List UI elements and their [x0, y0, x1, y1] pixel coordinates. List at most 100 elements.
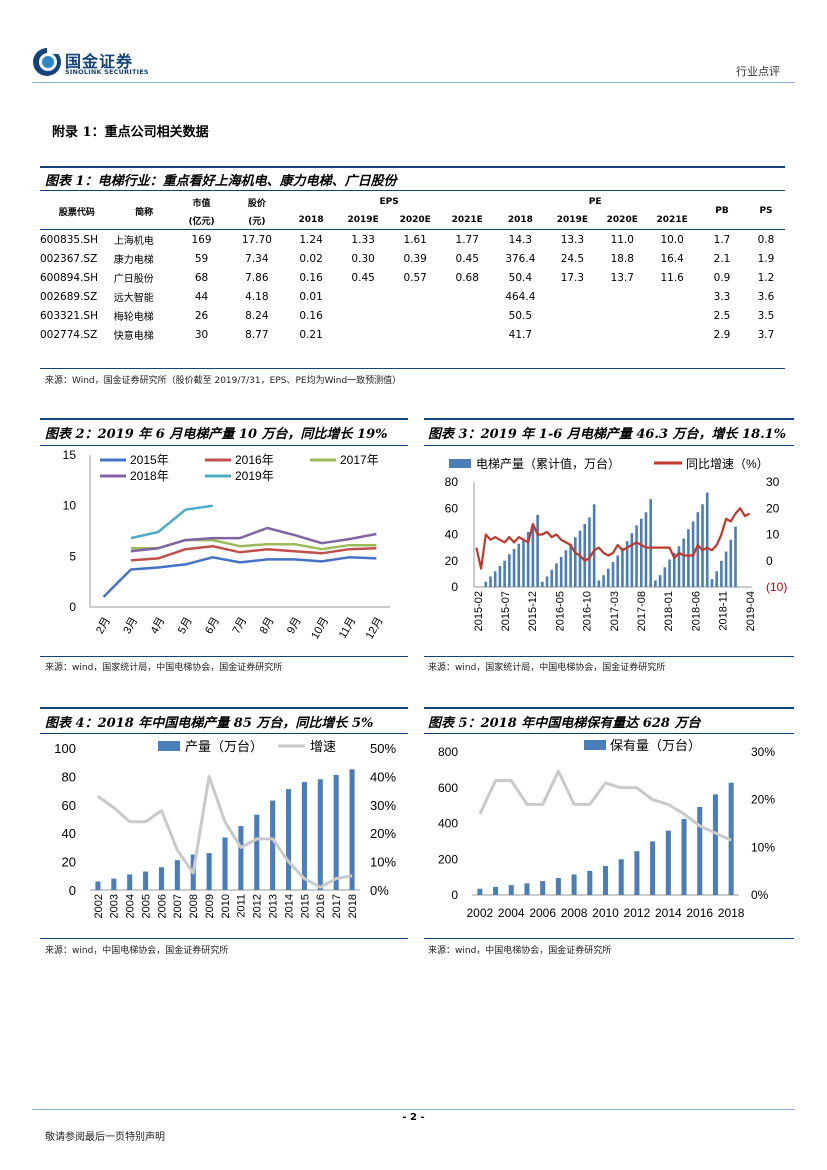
y2-tick-label: 20%: [751, 793, 775, 807]
table1-title: 图表 1：电梯行业：重点看好上海机电、康力电梯、广日股份: [45, 174, 397, 189]
bar: [571, 874, 577, 895]
value-cell: 13.3: [560, 233, 585, 246]
bar: [477, 888, 483, 895]
legend-label: 增速: [310, 739, 336, 754]
value-cell: 11.0: [610, 233, 634, 246]
bar: [588, 517, 591, 587]
fig4-source: 来源：wind，中国电梯协会，国金证券研究所: [45, 946, 229, 956]
stock-code-cell: 002367.SZ: [40, 252, 98, 265]
fig4-title: 图表 4：2018 年中国电梯产量 85 万台，同比增长 5%: [45, 716, 374, 731]
x-tick-label: 2018: [347, 894, 359, 918]
value-cell: 1.9: [757, 252, 775, 265]
x-tick-label: 2004: [498, 906, 525, 920]
bar: [734, 526, 737, 587]
bar: [682, 538, 685, 587]
value-cell: 0.21: [299, 328, 323, 341]
bar: [701, 504, 704, 587]
table1-title-underline: [40, 190, 785, 191]
stock-code-cell: 600894.SH: [40, 271, 98, 284]
legend-swatch: [449, 459, 471, 468]
fig5-title: 图表 5：2018 年中国电梯保有量达 628 万台: [428, 716, 701, 731]
x-tick-label: 2015-07: [500, 591, 512, 631]
header-year: 2019E: [347, 215, 379, 225]
bar: [625, 541, 629, 587]
series-line: [102, 556, 377, 598]
y2-tick-label: 30%: [751, 745, 775, 759]
value-cell: 30: [194, 328, 209, 341]
bar: [654, 580, 657, 587]
stock-code-cell: 600835.SH: [40, 233, 98, 246]
x-tick-label: 2月: [94, 615, 113, 636]
table1-source: 来源：Wind，国金证券研究所（股价截至 2019/7/31，EPS、PE均为W…: [45, 376, 402, 386]
legend-label: 电梯产量（累计值，万台）: [476, 456, 620, 471]
value-cell: 0.02: [299, 252, 323, 265]
x-tick-label: 2008: [561, 906, 588, 920]
company-data-table: 股票代码 简称 市值 股价 EPS PE PB PS (亿元) (元) 2018…: [40, 193, 785, 344]
x-tick-label: 2012: [624, 906, 651, 920]
y-tick-label: 400: [438, 817, 458, 831]
x-tick-label: 5月: [176, 615, 195, 636]
value-cell: 24.5: [560, 252, 585, 265]
bar: [143, 871, 149, 890]
bar: [95, 881, 101, 890]
x-tick-label: 2018-01: [663, 591, 675, 631]
fig3-title-underline: [424, 445, 794, 446]
bar: [677, 546, 681, 587]
stock-code-cell: 002774.SZ: [40, 328, 98, 341]
y-tick-label: 0: [69, 600, 76, 614]
table-row: 600835.SH 上海机电 169 17.70 1.24 1.33 1.61 1.77 14.…: [40, 230, 785, 250]
x-tick-label: 2015-12: [527, 591, 539, 631]
value-cell: 26: [194, 309, 209, 322]
bar: [484, 581, 488, 587]
fig5-title-rule: [424, 707, 794, 709]
y2-tick-label: 30: [766, 475, 780, 489]
table-row: 002774.SZ 快意电梯 30 8.77 0.21 41.7 2.9 3.7: [40, 325, 785, 344]
x-tick-label: 2018-06: [690, 591, 702, 631]
bar: [649, 499, 652, 587]
legend-swatch: [158, 741, 180, 751]
bar: [574, 537, 577, 587]
y-tick-label: 40: [62, 826, 76, 841]
stock-code-cell: 002689.SZ: [40, 290, 98, 303]
x-tick-label: 10月: [309, 615, 331, 641]
bar: [587, 870, 593, 895]
x-tick-label: 11月: [337, 615, 359, 640]
bar: [618, 859, 624, 895]
header-year: 2018: [298, 215, 324, 225]
y2-tick-label: 10%: [751, 840, 775, 854]
fig2-title: 图表 2：2019 年 6 月电梯产量 10 万台，同比增长 19%: [45, 427, 388, 442]
header-year: 2020E: [606, 215, 638, 225]
value-cell: [441, 306, 493, 325]
header-pb: PB: [715, 206, 729, 216]
company-name-cell: 梅轮电梯: [113, 312, 154, 323]
value-cell: [389, 287, 441, 306]
bar: [541, 581, 544, 587]
value-cell: [547, 287, 597, 306]
x-tick-label: 2008: [188, 894, 200, 918]
fig3-title: 图表 3：2019 年 1-6 月电梯产量 46.3 万台，增长 18.1%: [428, 427, 787, 442]
x-tick-label: 2013: [267, 894, 279, 918]
value-cell: 1.33: [351, 233, 375, 246]
series-line: [130, 544, 377, 562]
bar: [524, 883, 530, 895]
bar: [583, 524, 587, 587]
y-tick-label: 600: [438, 781, 458, 795]
section-label: 行业点评: [736, 65, 780, 78]
legend-label: 2016年: [235, 453, 274, 467]
value-cell: 2.1: [713, 252, 731, 265]
bar: [668, 559, 671, 587]
x-tick-label: 7月: [230, 615, 249, 636]
bar: [658, 575, 662, 587]
x-tick-label: 2002: [467, 906, 494, 920]
legend-label: 2019年: [235, 469, 274, 483]
y-tick-label: 10: [63, 499, 77, 513]
bar: [712, 794, 718, 895]
fig2-source: 来源：wind，国家统计局，中国电梯协会，国金证券研究所: [45, 663, 283, 673]
series-line: [130, 526, 377, 553]
bar: [635, 525, 638, 587]
value-cell: 1.61: [403, 233, 427, 246]
bar: [536, 514, 539, 587]
bar: [531, 526, 535, 587]
value-cell: 0.30: [351, 252, 375, 265]
bar: [270, 800, 276, 890]
